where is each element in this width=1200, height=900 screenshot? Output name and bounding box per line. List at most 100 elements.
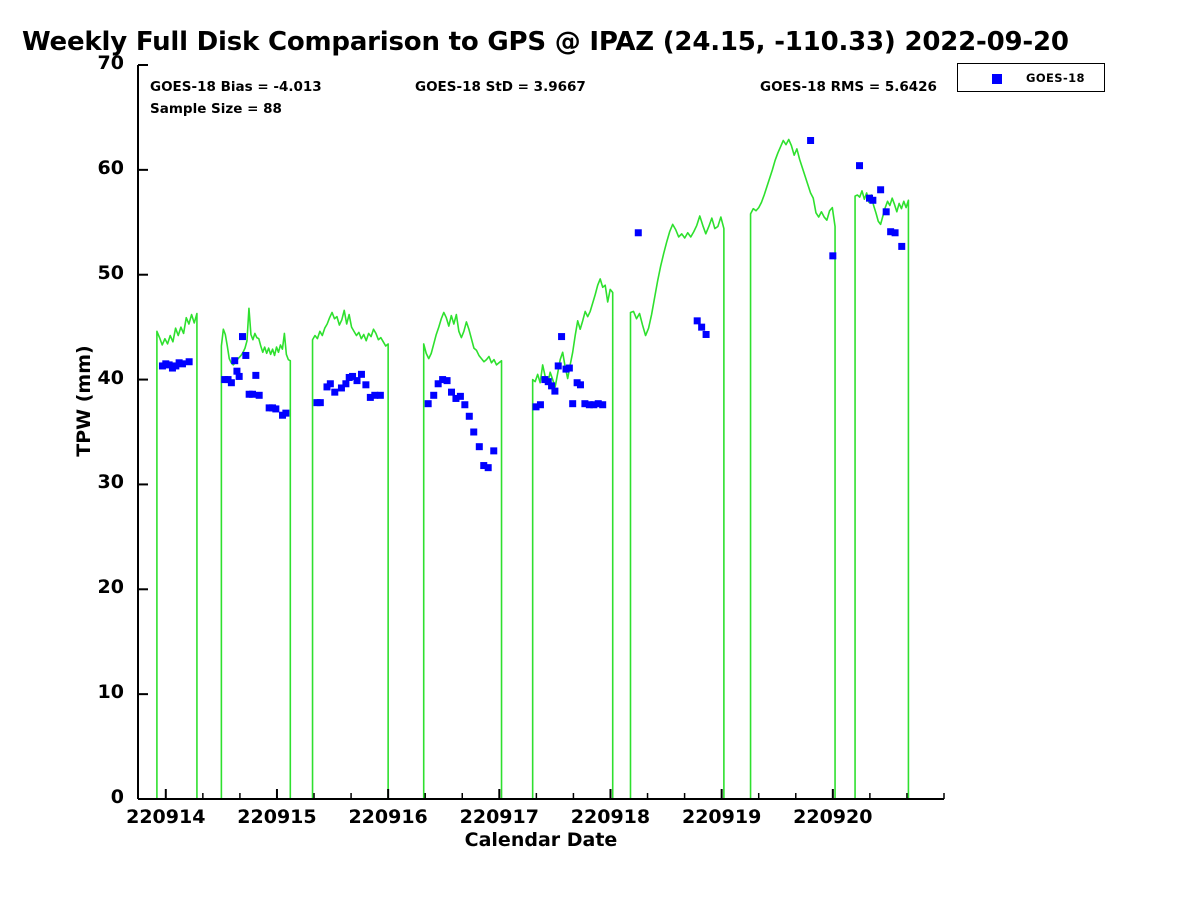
data-point-goes18: [484, 464, 492, 472]
data-point-goes18: [353, 377, 361, 385]
legend: GOES-18: [957, 63, 1105, 92]
data-point-goes18: [331, 388, 339, 396]
data-point-goes18: [807, 137, 815, 144]
data-point-goes18: [452, 394, 460, 402]
data-point-goes18: [532, 403, 540, 411]
data-point-goes18: [585, 401, 593, 409]
data-point-goes18: [448, 388, 456, 396]
y-tick-label: 0: [110, 786, 124, 808]
data-point-goes18: [424, 400, 432, 408]
data-point-goes18: [272, 405, 280, 413]
data-point-goes18: [558, 333, 566, 341]
line-segment-goes18: [749, 138, 836, 800]
data-point-goes18: [698, 323, 706, 331]
data-point-goes18: [233, 367, 241, 375]
data-point-goes18: [282, 409, 290, 417]
data-point-goes18: [227, 379, 235, 387]
data-point-goes18: [576, 381, 584, 389]
data-point-goes18: [242, 351, 250, 359]
data-point-goes18: [185, 358, 193, 366]
data-point-goes18: [456, 392, 464, 400]
x-tick-label: 220919: [681, 806, 762, 828]
data-point-goes18: [366, 393, 374, 401]
line-segment-goes18: [156, 312, 198, 800]
data-point-goes18: [891, 229, 899, 237]
x-tick-label: 220914: [126, 806, 206, 828]
data-point-goes18: [434, 380, 442, 388]
x-tick-label: 220920: [793, 806, 873, 828]
data-point-goes18: [536, 401, 544, 409]
x-tick-label: 220918: [570, 806, 651, 828]
x-tick-label: 220916: [348, 806, 428, 828]
data-point-goes18: [548, 382, 556, 390]
annotation-rms: GOES-18 RMS = 5.6426: [760, 79, 937, 95]
chart-title: Weekly Full Disk Comparison to GPS @ IPA…: [22, 27, 1069, 57]
y-tick-label: 50: [97, 261, 124, 284]
data-point-goes18: [316, 399, 324, 407]
data-point-goes18: [326, 380, 334, 388]
line-segment-goes18: [629, 215, 725, 800]
x-tick-label: 220917: [459, 806, 539, 828]
data-point-goes18: [887, 228, 895, 236]
data-point-goes18: [239, 333, 246, 341]
data-point-goes18: [590, 401, 598, 409]
data-point-goes18: [235, 372, 243, 380]
x-axis-label: Calendar Date: [464, 829, 618, 851]
data-point-goes18: [869, 196, 877, 204]
data-point-goes18: [565, 364, 573, 372]
data-point-goes18: [337, 384, 345, 392]
data-point-goes18: [480, 462, 488, 470]
data-point-goes18: [430, 391, 438, 399]
data-point-goes18: [470, 428, 478, 436]
data-point-goes18: [178, 360, 186, 368]
line-segment-goes18: [422, 311, 503, 800]
line-segment-goes18: [311, 309, 389, 800]
data-point-goes18: [882, 208, 890, 216]
data-point-goes18: [594, 400, 602, 408]
y-tick-label: 60: [97, 156, 124, 179]
data-point-goes18: [877, 186, 885, 194]
data-point-goes18: [252, 371, 260, 379]
data-point-goes18: [465, 412, 473, 420]
data-point-goes18: [829, 252, 837, 260]
data-point-goes18: [376, 391, 384, 399]
data-point-goes18: [249, 390, 257, 398]
data-point-goes18: [490, 447, 498, 455]
data-point-goes18: [693, 317, 701, 325]
legend-label-goes18: GOES-18: [1026, 71, 1085, 85]
data-point-goes18: [569, 400, 577, 408]
data-point-goes18: [357, 370, 365, 378]
line-segment-goes18: [854, 190, 910, 800]
data-point-goes18: [342, 380, 350, 388]
y-tick-label: 40: [97, 366, 124, 389]
data-point-goes18: [554, 362, 562, 370]
data-point-goes18: [581, 400, 589, 408]
data-point-goes18: [349, 372, 357, 380]
y-tick-label: 20: [97, 576, 124, 599]
data-point-goes18: [634, 229, 642, 237]
y-tick-label: 70: [97, 52, 124, 74]
annotation-sample-size: Sample Size = 88: [150, 101, 282, 117]
data-point-goes18: [461, 401, 469, 409]
data-point-goes18: [362, 381, 370, 389]
data-point-goes18: [475, 443, 483, 451]
annotation-std: GOES-18 StD = 3.9667: [415, 79, 586, 95]
y-tick-label: 10: [97, 681, 124, 704]
line-segment-goes18: [531, 278, 614, 800]
data-point-goes18: [898, 242, 906, 250]
data-point-goes18: [255, 391, 263, 399]
data-point-goes18: [551, 387, 559, 395]
annotation-bias: GOES-18 Bias = -4.013: [150, 79, 322, 95]
data-point-goes18: [599, 401, 607, 409]
data-point-goes18: [443, 377, 451, 385]
data-point-goes18: [544, 378, 552, 386]
legend-marker-goes18: [992, 74, 1002, 84]
data-point-goes18: [231, 357, 239, 365]
data-point-goes18: [702, 330, 710, 338]
data-point-goes18: [371, 391, 379, 399]
data-point-goes18: [856, 162, 864, 170]
x-tick-label: 220915: [237, 806, 317, 828]
data-point-goes18: [439, 376, 447, 384]
